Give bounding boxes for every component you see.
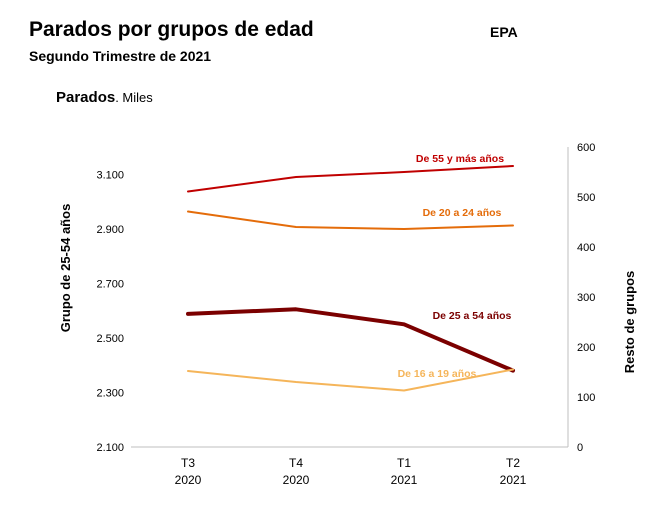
left-y-tick-label: 2.300	[96, 387, 124, 399]
series-line	[187, 368, 514, 392]
left-y-tick-label: 2.700	[96, 278, 124, 290]
measure-name: Parados	[56, 89, 116, 106]
x-tick-label-year: 2020	[175, 473, 202, 487]
right-y-tick-label: 300	[577, 292, 595, 304]
left-axis-title: Grupo de 25-54 años	[58, 204, 73, 333]
series-label: De 20 a 24 años	[423, 207, 502, 219]
unit-label: . Miles	[115, 90, 153, 105]
right-y-tick-label: 500	[577, 192, 595, 204]
series-line	[187, 210, 514, 230]
source-label: EPA	[490, 24, 518, 40]
left-y-tick-label: 3.100	[96, 169, 124, 181]
series-line	[187, 165, 514, 193]
left-y-tick-label: 2.500	[96, 333, 124, 345]
right-y-tick-label: 100	[577, 392, 595, 404]
x-tick-label-quarter: T4	[289, 456, 303, 470]
x-tick-label-quarter: T3	[181, 456, 195, 470]
right-y-tick-label: 0	[577, 442, 583, 454]
series-line	[186, 307, 515, 373]
series-label: De 25 a 54 años	[433, 310, 512, 322]
chart-subtitle: Segundo Trimestre de 2021	[29, 48, 212, 64]
right-y-tick-label: 600	[577, 142, 595, 154]
right-y-tick-label: 400	[577, 242, 595, 254]
x-tick-label-quarter: T1	[397, 456, 411, 470]
x-tick-label-year: 2021	[500, 473, 527, 487]
measure-label: Parados. Miles	[56, 89, 153, 106]
x-tick-label-quarter: T2	[506, 456, 520, 470]
right-y-tick-label: 200	[577, 342, 595, 354]
right-axis-title: Resto de grupos	[622, 271, 637, 374]
series-label: De 16 a 19 años	[398, 368, 477, 380]
series-label: De 55 y más años	[416, 153, 504, 165]
x-tick-label-year: 2021	[391, 473, 418, 487]
chart-title: Parados por grupos de edad	[29, 18, 314, 41]
x-tick-label-year: 2020	[283, 473, 310, 487]
left-y-tick-label: 2.100	[96, 442, 124, 454]
left-y-tick-label: 2.900	[96, 224, 124, 236]
